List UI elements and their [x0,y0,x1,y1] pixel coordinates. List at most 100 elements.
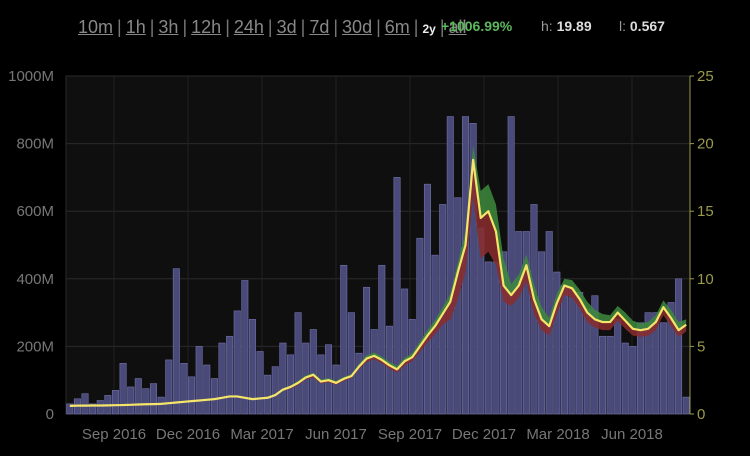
volume-bar [591,295,599,415]
volume-bar [188,376,196,415]
range-option-6m[interactable]: 6m [384,17,410,37]
volume-bar [385,325,393,415]
high-value: 19.89 [556,18,592,34]
volume-bar [241,280,249,415]
volume-bar [667,302,675,415]
range-option-24h[interactable]: 24h [233,17,264,37]
low-stat: l: 0.567 [619,18,665,34]
x-axis-tick-label: Sep 2017 [378,426,442,443]
high-label: h: [541,18,553,34]
range-option-1h[interactable]: 1h [125,17,146,37]
volume-bar [317,354,325,415]
volume-bar [150,383,158,415]
volume-bar [583,308,591,415]
volume-bar [271,366,279,415]
range-option-all[interactable]: all [448,17,467,37]
volume-bar [675,278,683,415]
volume-bar [279,342,287,415]
volume-bar [370,329,378,415]
right-axis-tick-label: 5 [697,338,705,355]
right-axis-tick-label: 10 [697,271,714,288]
range-separator: | [413,17,419,37]
volume-bar [355,352,363,415]
volume-bar [203,364,211,415]
volume-bar [89,403,97,415]
volume-bar [157,396,165,415]
left-axis-tick-label: 1000M [8,68,54,85]
left-axis-tick-label: 400M [16,271,54,288]
volume-bar [340,264,348,415]
volume-bar [165,359,173,415]
volume-bar [682,396,690,415]
price-change-stat: +1006.99% [441,18,513,34]
x-axis-tick-label: Jun 2017 [305,426,367,443]
price-close-line [69,158,687,407]
range-separator: | [225,17,230,37]
range-option-10m[interactable]: 10m [78,17,114,37]
volume-bar [294,312,302,415]
volume-bar [111,390,119,415]
volume-bar [218,342,226,415]
volume-bar [522,231,530,415]
price-line [69,158,687,407]
range-separator: | [182,17,188,37]
range-separator: | [333,17,339,37]
left-axis-tick-label: 200M [16,338,54,355]
x-axis-tick-label: Sep 2016 [82,426,146,443]
right-axis-ticks: 0 5 10 15 20 25 [690,68,714,423]
range-option-30d[interactable]: 30d [342,17,373,37]
left-axis-ticks: 0 200M 400M 600M 800M 1000M [8,68,54,423]
volume-bar [408,319,416,415]
volume-bar [500,251,508,415]
volume-bar [233,310,241,415]
range-option-2y[interactable]: 2y [422,22,436,36]
volume-bar [134,378,142,415]
volume-bar [309,329,317,415]
volume-bar [363,286,371,415]
range-separator: | [376,17,381,37]
volume-bar [256,351,264,415]
x-axis-tick-label: Dec 2017 [452,426,516,443]
volume-bar [66,403,74,415]
range-separator: | [267,17,273,37]
volume-bar [416,237,424,415]
range-separator: | [117,17,122,37]
x-axis-ticks: Sep 2016 Dec 2016 Mar 2017 Jun 2017 Sep 2017… [82,426,663,443]
range-separator: | [439,17,445,37]
left-axis-tick-label: 600M [16,203,54,220]
volume-bar [248,319,256,415]
volume-bar [568,288,576,415]
right-axis-tick-label: 15 [697,203,714,220]
volume-bar [180,362,188,415]
x-axis-tick-label: Mar 2017 [230,426,293,443]
volume-bar [142,388,150,415]
volume-bar [538,251,546,415]
volume-bar [515,231,523,415]
volume-bar [492,261,500,415]
range-separator: | [149,17,155,37]
low-value: 0.567 [629,18,665,34]
volume-bar [598,335,606,415]
volume-bar [560,285,568,415]
range-separator: | [300,17,306,37]
volume-bar [637,322,645,415]
volume-bar [393,177,401,415]
volume-bar [659,322,667,415]
volume-bar [484,261,492,415]
volume-bar [652,312,660,415]
x-axis-tick-label: Mar 2018 [526,426,589,443]
right-axis-tick-label: 25 [697,68,714,85]
range-option-7d[interactable]: 7d [309,17,330,37]
volume-bar [454,197,462,415]
volume-bar [644,312,652,415]
volume-bar [606,335,614,415]
volume-bar [507,116,515,415]
volume-bar [96,400,104,415]
range-selector: 10m | 1h | 3h | 12h | 24h | 3d | 7d | 30d | 6m | 2y | all [78,14,498,42]
volume-bar [119,362,127,415]
range-option-3h[interactable]: 3h [158,17,179,37]
volume-bars [66,116,690,415]
range-option-3d[interactable]: 3d [276,17,297,37]
range-option-12h[interactable]: 12h [191,17,222,37]
